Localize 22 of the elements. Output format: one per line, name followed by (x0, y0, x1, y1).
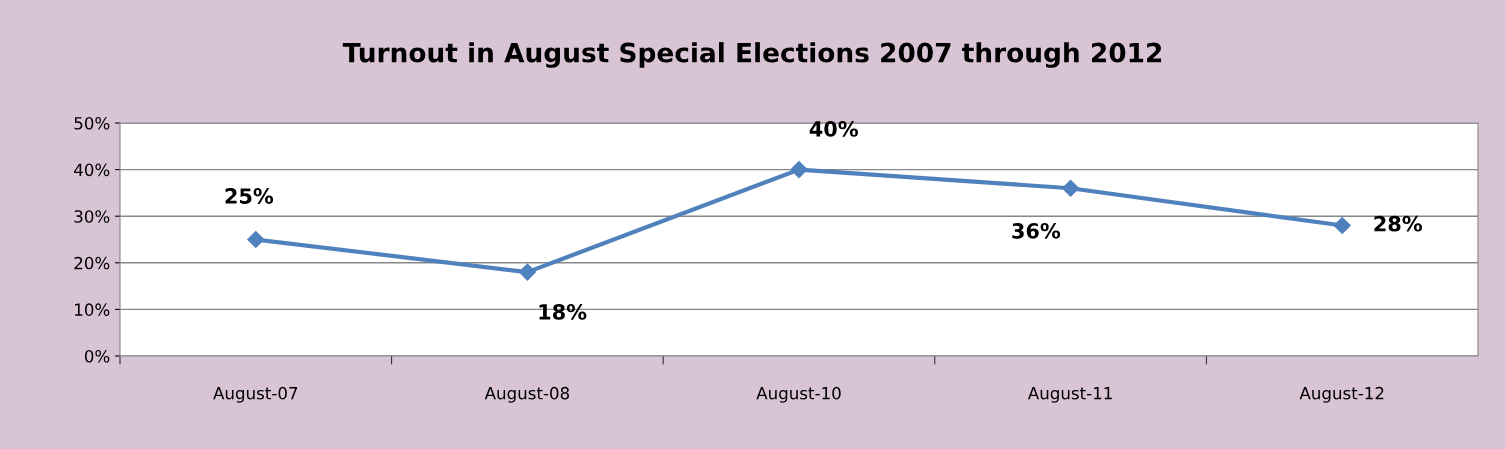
data-label: 18% (539, 304, 587, 320)
x-tick-label: August-08 (484, 386, 570, 403)
x-tick-label: August-12 (1299, 386, 1384, 403)
data-label: 36% (1012, 222, 1061, 239)
y-tick-label: 0% (84, 349, 110, 363)
point (518, 263, 536, 281)
data-label: 25% (225, 188, 274, 204)
data-label: 40% (809, 121, 858, 137)
point (1062, 179, 1080, 197)
y-tick-label: 40% (74, 163, 110, 177)
x-tick-label: August-11 (1027, 387, 1112, 403)
y-tick-label: 30% (74, 210, 110, 223)
point (1333, 216, 1351, 235)
data-label: 28% (1374, 215, 1423, 232)
chart-title: Turnout in August Special Elections 2007 through 2012 (342, 42, 1162, 68)
y-tick-label: 20% (74, 256, 110, 270)
point (790, 161, 808, 179)
y-tick-label: 10% (75, 303, 110, 316)
x-tick-label: August-07 (213, 386, 298, 403)
x-tick-label: August-10 (756, 386, 841, 403)
point (247, 230, 265, 249)
y-tick-label: 50% (74, 116, 110, 130)
